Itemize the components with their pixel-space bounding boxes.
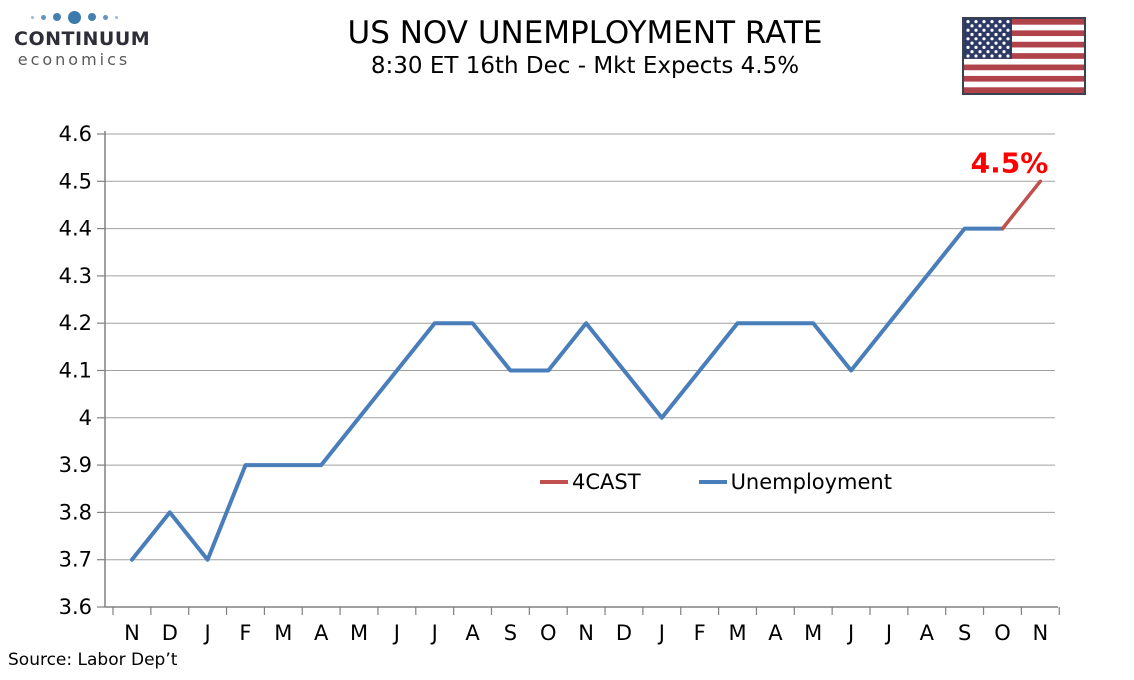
y-axis-label: 4.2 xyxy=(59,311,92,335)
chart-header: US NOV UNEMPLOYMENT RATE 8:30 ET 16th De… xyxy=(348,14,823,80)
legend-label-4cast: 4CAST xyxy=(572,470,641,494)
y-axis-label: 4.3 xyxy=(59,264,92,288)
legend-label-unemployment: Unemployment xyxy=(730,470,892,494)
logo-dots-icon xyxy=(14,8,134,26)
y-axis-label: 3.8 xyxy=(59,500,92,524)
forecast-line xyxy=(1000,179,1043,231)
continuum-logo: CONTINUUM economics xyxy=(14,8,151,69)
x-axis-label: S xyxy=(504,621,517,645)
x-axis-label: J xyxy=(657,621,665,645)
logo-text-continuum: CONTINUUM xyxy=(14,28,151,50)
forecast-annotation: 4.5% xyxy=(971,146,1049,179)
source-note: Source: Labor Dep’t xyxy=(8,650,178,670)
x-axis-label: N xyxy=(578,621,594,645)
chart-legend: 4CAST Unemployment xyxy=(540,470,892,494)
x-axis-label: J xyxy=(430,621,438,645)
x-axis-label: D xyxy=(616,621,632,645)
legend-swatch-unemployment xyxy=(698,480,727,484)
us-flag-icon xyxy=(962,17,1086,95)
chart-subtitle: 8:30 ET 16th Dec - Mkt Expects 4.5% xyxy=(370,53,800,79)
x-axis-label: M xyxy=(350,621,368,645)
y-axis-label: 4.1 xyxy=(59,359,92,383)
unemployment-line xyxy=(129,226,1005,562)
y-axis-label: 4 xyxy=(79,406,92,430)
x-axis-label: J xyxy=(846,621,854,645)
x-axis-label: F xyxy=(694,621,706,645)
legend-swatch-4cast xyxy=(540,480,568,484)
x-axis-label: N xyxy=(124,621,140,645)
x-axis-label: N xyxy=(1032,621,1048,645)
logo-text-economics: economics xyxy=(17,50,131,69)
x-axis-label: M xyxy=(728,621,746,645)
y-axis-label: 4.4 xyxy=(59,217,92,241)
y-axis-label: 3.7 xyxy=(59,548,92,572)
chart-title: US NOV UNEMPLOYMENT RATE xyxy=(347,15,823,51)
x-axis-label: M xyxy=(804,621,822,645)
legend-item-4cast: 4CAST xyxy=(540,470,641,494)
y-axis-label: 3.6 xyxy=(59,595,92,619)
legend-item-unemployment: Unemployment xyxy=(698,470,892,494)
x-axis-label: A xyxy=(465,621,480,645)
x-axis-label: A xyxy=(314,621,329,645)
x-axis-label: S xyxy=(958,621,971,645)
x-axis-label: O xyxy=(540,621,557,645)
x-axis-label: J xyxy=(392,621,400,645)
x-axis-label: J xyxy=(884,621,892,645)
y-axis-label: 4.5 xyxy=(59,169,92,193)
x-axis-label: O xyxy=(994,621,1011,645)
y-axis-label: 3.9 xyxy=(59,453,92,477)
x-axis-label: A xyxy=(768,621,783,645)
x-axis-label: D xyxy=(162,621,178,645)
x-axis-label: J xyxy=(203,621,211,645)
x-axis-label: M xyxy=(274,621,292,645)
x-axis-label: F xyxy=(239,621,251,645)
x-axis-label: A xyxy=(920,621,935,645)
y-axis-label: 4.6 xyxy=(59,122,92,146)
